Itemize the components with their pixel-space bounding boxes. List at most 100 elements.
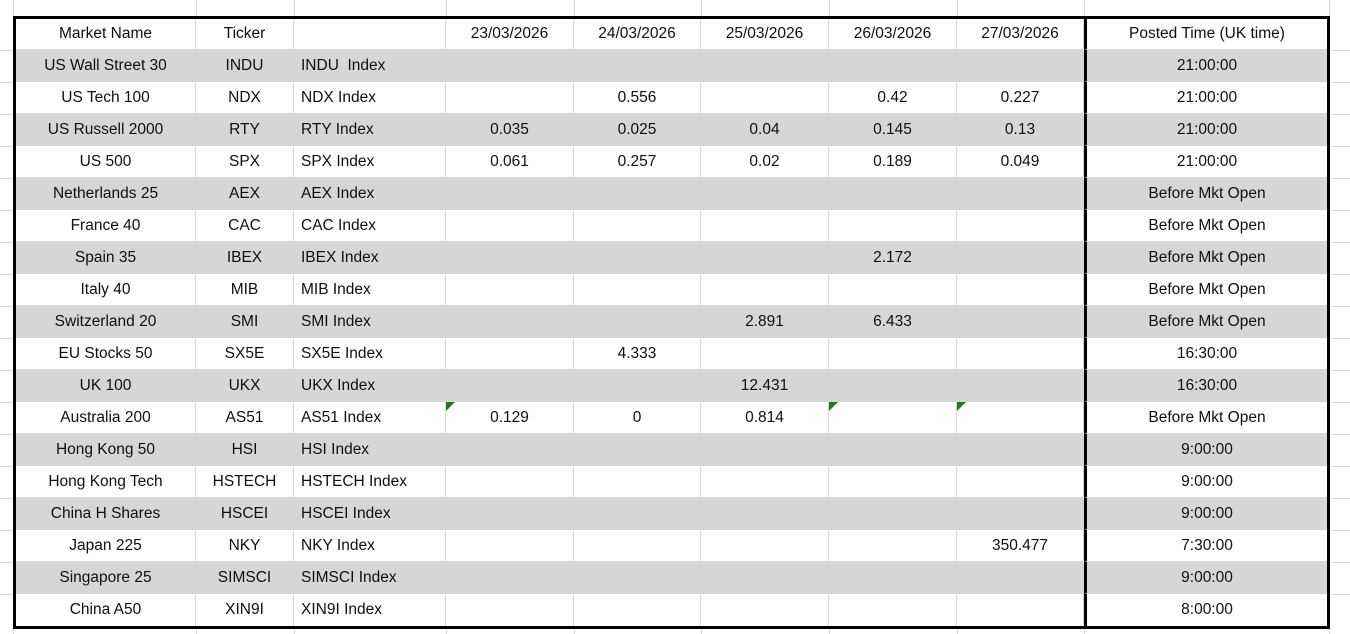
ticker-cell[interactable]: NKY [196,530,294,562]
value-cell[interactable] [574,370,701,402]
ticker-cell[interactable]: HSI [196,434,294,466]
value-cell[interactable] [701,82,829,114]
column-header[interactable]: Posted Time (UK time) [1084,19,1327,50]
index-name-cell[interactable]: NKY Index [294,530,446,562]
value-cell[interactable]: 0.556 [574,82,701,114]
value-cell[interactable]: 0.13 [957,114,1084,146]
ticker-cell[interactable]: SIMSCI [196,562,294,594]
value-cell[interactable]: 6.433 [829,306,957,338]
value-cell[interactable]: 0.04 [701,114,829,146]
posted-time-cell[interactable]: Before Mkt Open [1084,178,1327,210]
index-name-cell[interactable]: IBEX Index [294,242,446,274]
ticker-cell[interactable]: IBEX [196,242,294,274]
column-header[interactable]: 26/03/2026 [829,19,957,50]
value-cell[interactable]: 0.035 [446,114,574,146]
value-cell[interactable] [829,274,957,306]
value-cell[interactable] [701,498,829,530]
ticker-cell[interactable]: NDX [196,82,294,114]
value-cell[interactable] [957,338,1084,370]
value-cell[interactable]: 0.061 [446,146,574,178]
value-cell[interactable] [701,338,829,370]
ticker-cell[interactable]: CAC [196,210,294,242]
ticker-cell[interactable]: AEX [196,178,294,210]
value-cell[interactable]: 0.02 [701,146,829,178]
index-name-cell[interactable]: NDX Index [294,82,446,114]
value-cell[interactable] [957,178,1084,210]
market-name-cell[interactable]: Singapore 25 [16,562,196,594]
value-cell[interactable] [574,210,701,242]
posted-time-cell[interactable]: Before Mkt Open [1084,242,1327,274]
value-cell[interactable] [446,498,574,530]
posted-time-cell[interactable]: 7:30:00 [1084,530,1327,562]
value-cell[interactable] [829,178,957,210]
value-cell[interactable] [701,434,829,466]
ticker-cell[interactable]: SPX [196,146,294,178]
value-cell[interactable] [829,498,957,530]
value-cell[interactable] [446,594,574,626]
market-name-cell[interactable]: US Wall Street 30 [16,50,196,82]
value-cell[interactable] [829,466,957,498]
posted-time-cell[interactable]: 16:30:00 [1084,338,1327,370]
value-cell[interactable] [446,82,574,114]
value-cell[interactable]: 12.431 [701,370,829,402]
value-cell[interactable] [701,562,829,594]
value-cell[interactable] [957,498,1084,530]
column-header[interactable]: Market Name [16,19,196,50]
market-name-cell[interactable]: China A50 [16,594,196,626]
value-cell[interactable]: 0.145 [829,114,957,146]
market-name-cell[interactable]: Switzerland 20 [16,306,196,338]
column-header[interactable]: 25/03/2026 [701,19,829,50]
value-cell[interactable] [574,434,701,466]
value-cell[interactable] [957,466,1084,498]
value-cell[interactable] [957,594,1084,626]
value-cell[interactable] [829,338,957,370]
value-cell[interactable] [829,402,957,434]
value-cell[interactable] [701,274,829,306]
index-name-cell[interactable]: SIMSCI Index [294,562,446,594]
value-cell[interactable] [829,210,957,242]
posted-time-cell[interactable]: Before Mkt Open [1084,306,1327,338]
value-cell[interactable] [701,50,829,82]
value-cell[interactable] [446,562,574,594]
value-cell[interactable] [829,530,957,562]
posted-time-cell[interactable]: 16:30:00 [1084,370,1327,402]
index-name-cell[interactable]: MIB Index [294,274,446,306]
posted-time-cell[interactable]: 21:00:00 [1084,146,1327,178]
market-name-cell[interactable]: US Russell 2000 [16,114,196,146]
value-cell[interactable] [701,466,829,498]
ticker-cell[interactable]: SMI [196,306,294,338]
value-cell[interactable] [957,434,1084,466]
market-name-cell[interactable]: Netherlands 25 [16,178,196,210]
market-name-cell[interactable]: US Tech 100 [16,82,196,114]
market-name-cell[interactable]: UK 100 [16,370,196,402]
market-name-cell[interactable]: US 500 [16,146,196,178]
ticker-cell[interactable]: RTY [196,114,294,146]
value-cell[interactable] [574,274,701,306]
value-cell[interactable] [701,530,829,562]
value-cell[interactable] [574,562,701,594]
ticker-cell[interactable]: XIN9I [196,594,294,626]
value-cell[interactable]: 0.814 [701,402,829,434]
index-name-cell[interactable]: HSI Index [294,434,446,466]
index-name-cell[interactable]: CAC Index [294,210,446,242]
value-cell[interactable] [446,178,574,210]
market-name-cell[interactable]: Spain 35 [16,242,196,274]
value-cell[interactable]: 4.333 [574,338,701,370]
index-name-cell[interactable]: XIN9I Index [294,594,446,626]
market-name-cell[interactable]: Hong Kong 50 [16,434,196,466]
ticker-cell[interactable]: MIB [196,274,294,306]
value-cell[interactable]: 0.049 [957,146,1084,178]
value-cell[interactable] [829,434,957,466]
posted-time-cell[interactable]: 21:00:00 [1084,114,1327,146]
value-cell[interactable] [574,242,701,274]
index-name-cell[interactable]: HSTECH Index [294,466,446,498]
index-name-cell[interactable]: SX5E Index [294,338,446,370]
value-cell[interactable] [957,210,1084,242]
value-cell[interactable]: 350.477 [957,530,1084,562]
posted-time-cell[interactable]: 9:00:00 [1084,466,1327,498]
value-cell[interactable] [957,306,1084,338]
posted-time-cell[interactable]: 9:00:00 [1084,498,1327,530]
value-cell[interactable] [446,434,574,466]
value-cell[interactable] [446,530,574,562]
value-cell[interactable]: 0.189 [829,146,957,178]
